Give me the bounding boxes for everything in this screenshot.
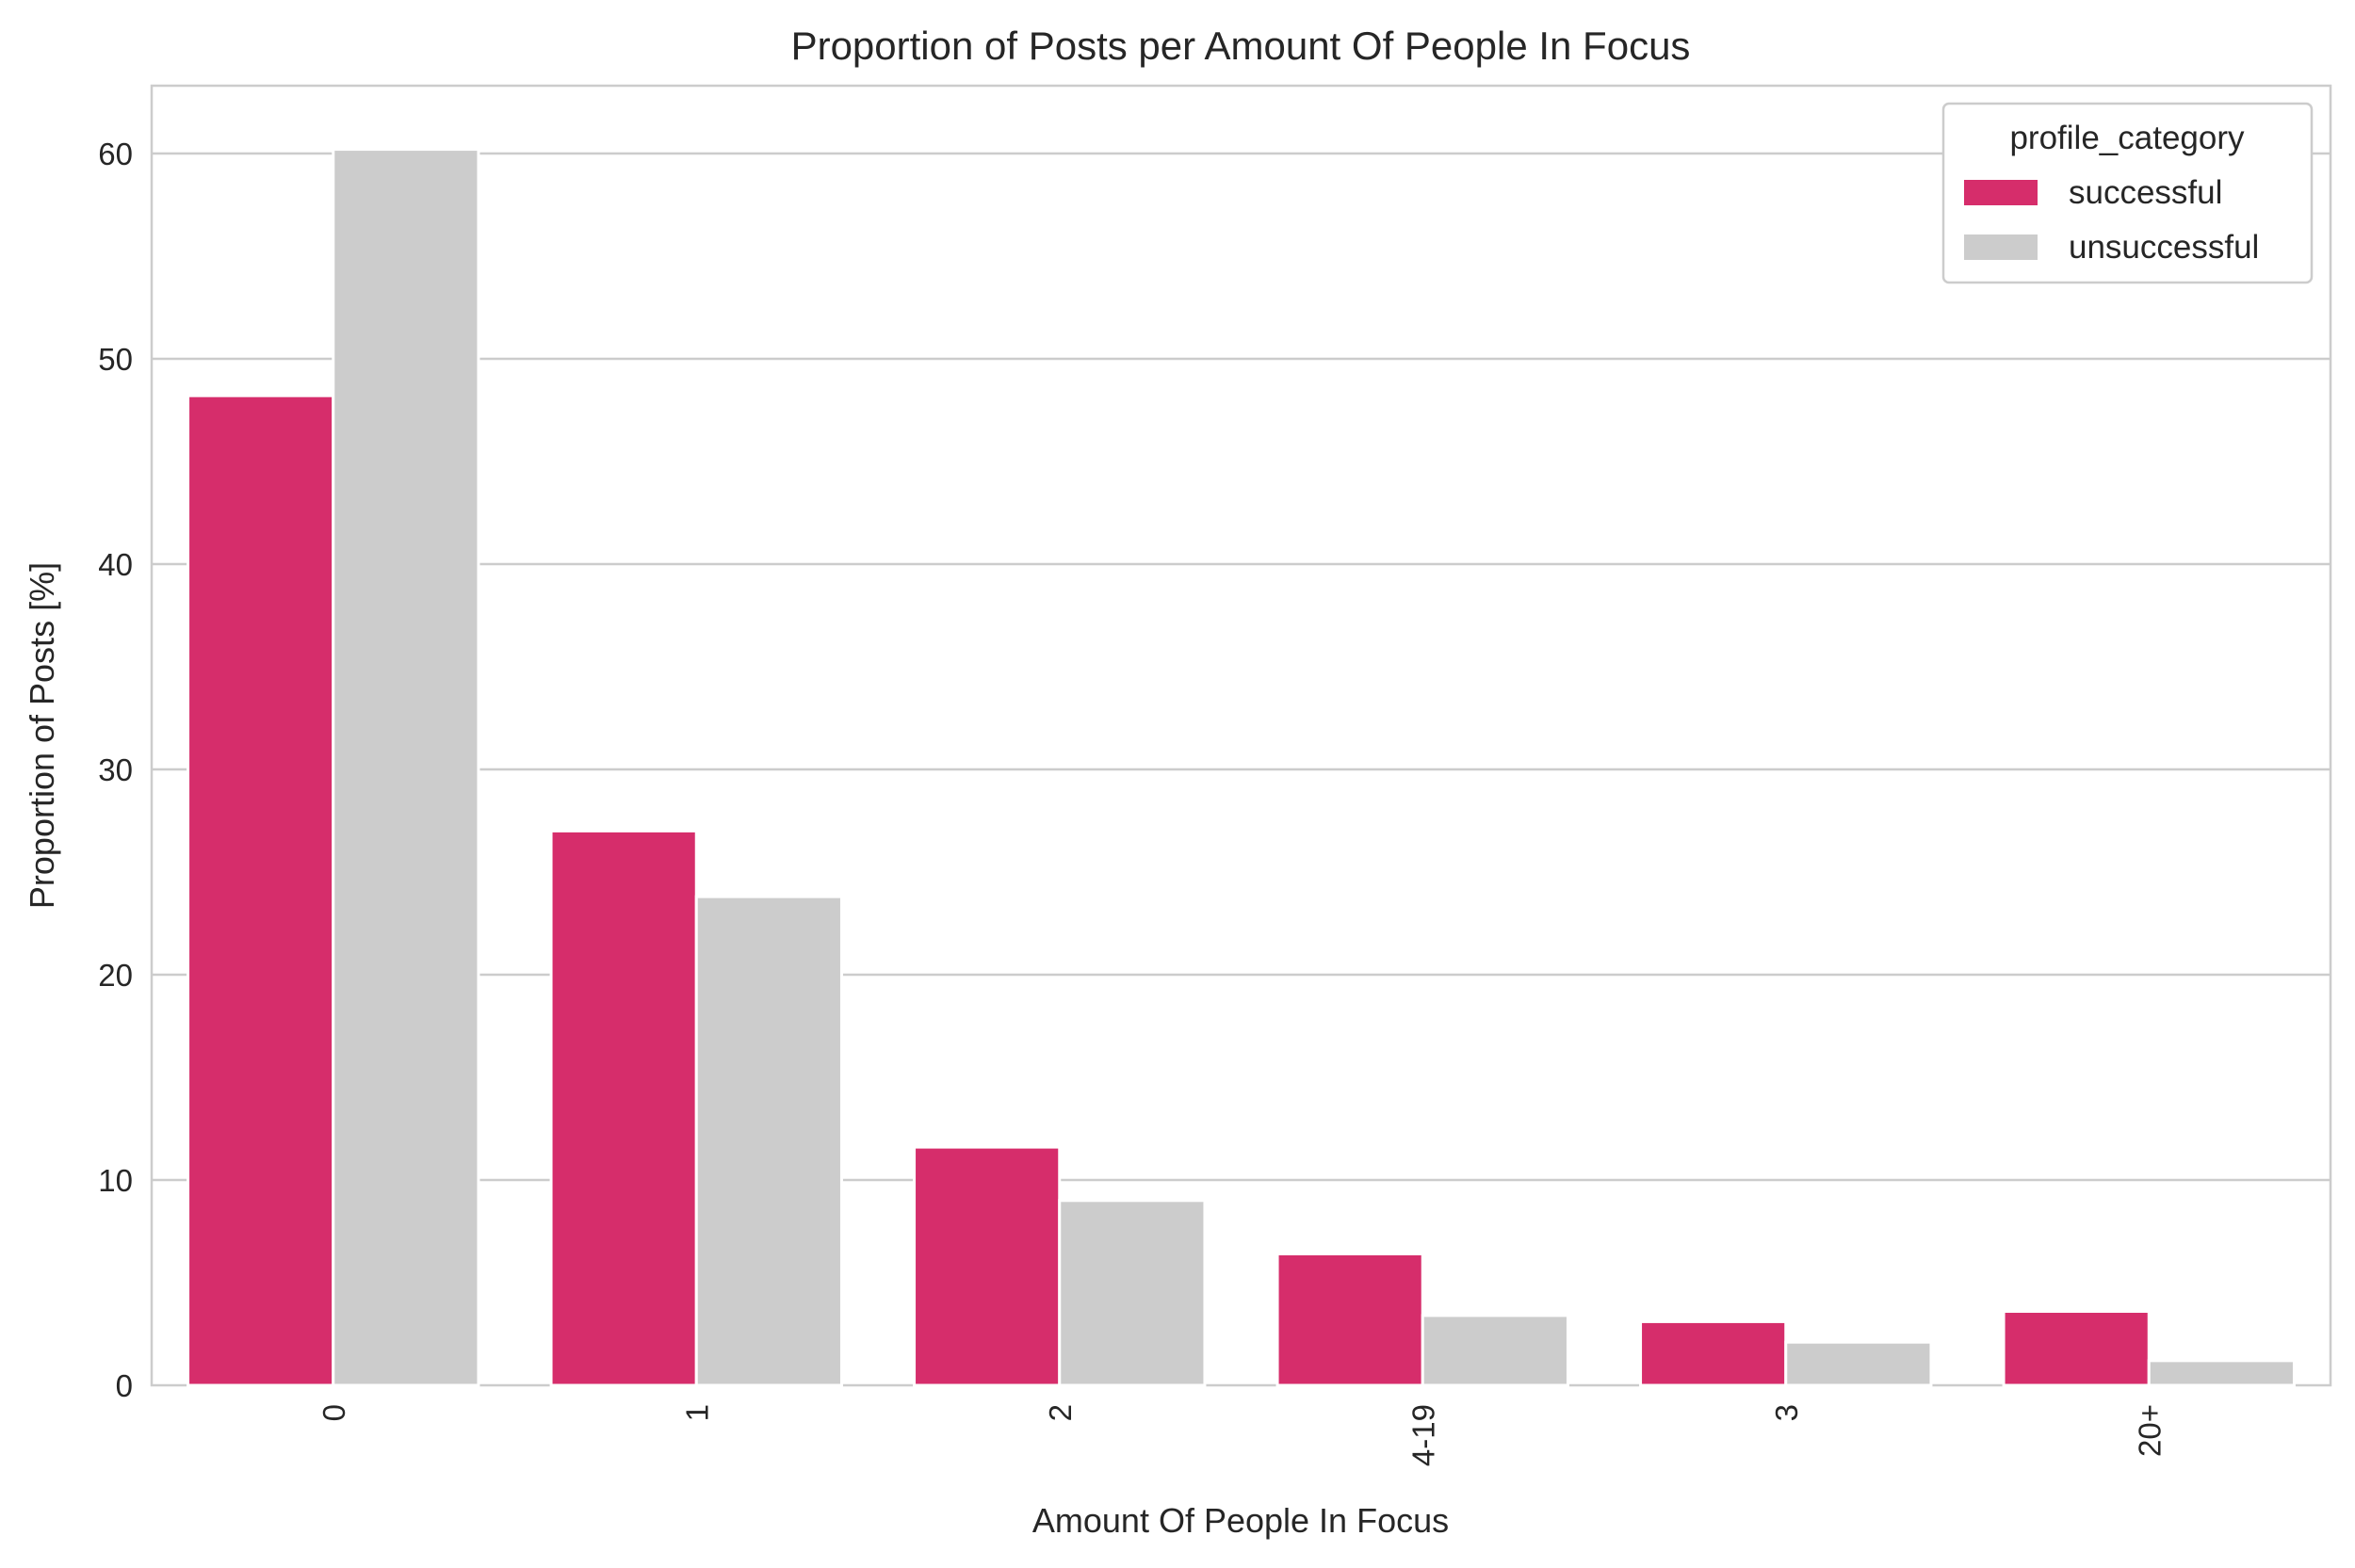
y-tick-label: 40 <box>98 547 133 582</box>
legend-title: profile_category <box>2009 120 2245 156</box>
bar-successful-4-19 <box>1275 1252 1424 1387</box>
bar-successful-2 <box>913 1145 1062 1387</box>
y-tick-label: 30 <box>98 752 133 787</box>
y-tick-label: 20 <box>98 958 133 993</box>
y-axis-title: Proportion of Posts [%] <box>23 562 61 909</box>
x-tick-labels: 0 1 2 4-19 3 20+ <box>317 1404 2168 1466</box>
bar-unsuccessful-0 <box>332 148 480 1387</box>
x-tick-label: 3 <box>1769 1404 1804 1421</box>
y-tick-label: 0 <box>116 1368 133 1403</box>
legend-label-unsuccessful: unsuccessful <box>2069 229 2259 266</box>
x-tick-label: 2 <box>1043 1404 1078 1421</box>
bars <box>187 148 2296 1387</box>
legend: profile_category successful unsuccessful <box>1941 102 2314 284</box>
bar-unsuccessful-4-19 <box>1421 1314 1569 1387</box>
x-tick-label: 0 <box>317 1404 351 1421</box>
chart-title: Proportion of Posts per Amount Of People… <box>791 24 1691 68</box>
plot-background <box>150 84 2332 1387</box>
y-tick-labels: 0 10 20 30 40 50 60 <box>98 137 133 1403</box>
x-tick-label: 1 <box>679 1404 714 1421</box>
y-tick-label: 10 <box>98 1163 133 1198</box>
bar-unsuccessful-3 <box>1784 1340 1933 1387</box>
bar-successful-1 <box>549 829 698 1387</box>
legend-swatch-successful <box>1964 180 2038 205</box>
bar-unsuccessful-2 <box>1058 1199 1207 1387</box>
y-tick-label: 50 <box>98 342 133 377</box>
legend-swatch-unsuccessful <box>1964 234 2038 260</box>
bar-successful-0 <box>187 394 335 1387</box>
bar-unsuccessful-20+ <box>2147 1359 2296 1387</box>
x-axis-title: Amount Of People In Focus <box>1032 1501 1449 1540</box>
y-tick-label: 60 <box>98 137 133 171</box>
bar-unsuccessful-1 <box>694 895 843 1387</box>
x-tick-label: 4-19 <box>1405 1404 1440 1466</box>
bar-successful-20+ <box>2002 1310 2151 1387</box>
x-tick-label: 20+ <box>2132 1404 2167 1457</box>
legend-label-successful: successful <box>2069 174 2222 211</box>
bar-successful-3 <box>1639 1319 1788 1387</box>
